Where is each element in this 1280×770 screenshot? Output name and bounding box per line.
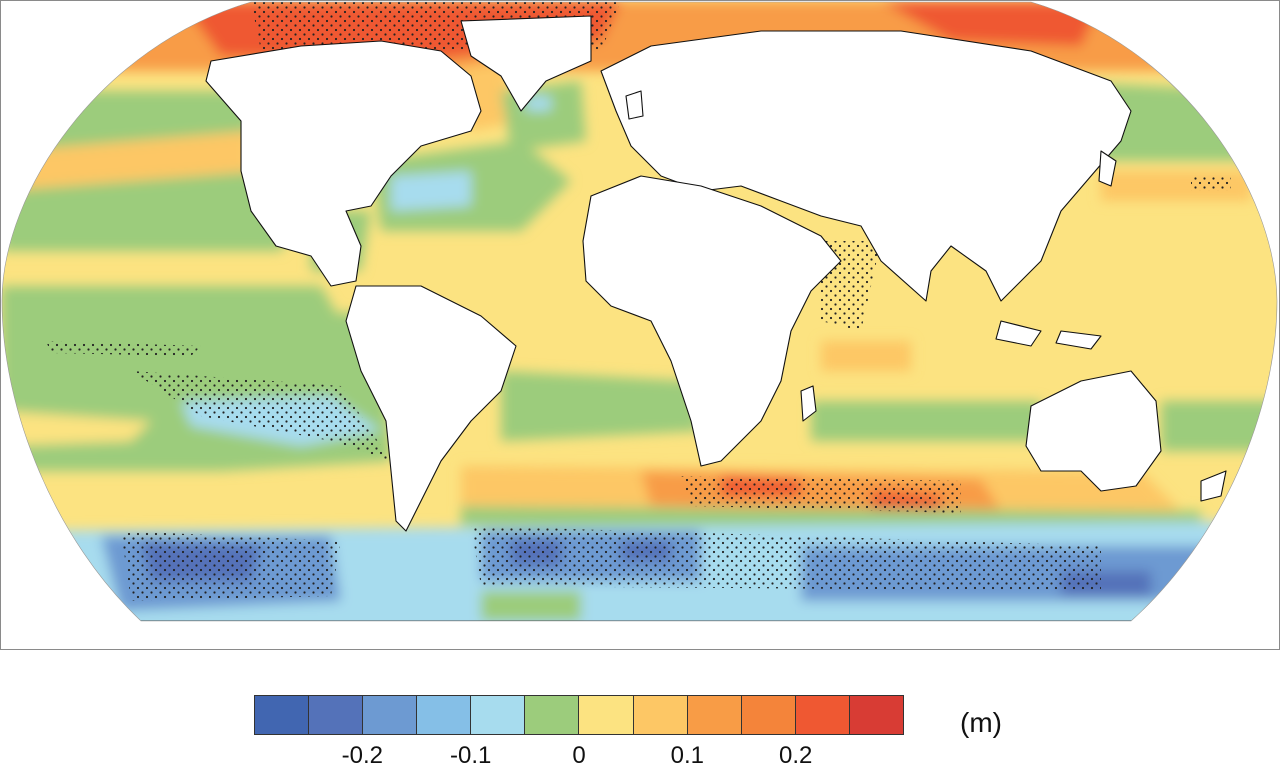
colorbar-tick-label: 0.1	[670, 742, 705, 769]
south-america	[345, 285, 517, 532]
africa	[582, 175, 842, 467]
colorbar-swatch-5	[525, 696, 580, 734]
subpolar-blue	[526, 96, 551, 111]
gulf-stream-blue	[391, 171, 471, 211]
colorbar-swatch-11	[849, 696, 903, 734]
greenland	[460, 15, 592, 112]
stipple-pacific	[46, 341, 201, 356]
antarctica	[2, 620, 1277, 621]
australia	[1025, 370, 1162, 492]
unit-label: (m)	[960, 707, 1002, 738]
stipple-amundsen	[121, 531, 341, 601]
colorbar-swatch-4	[471, 696, 526, 734]
colorbar-swatch-3	[417, 696, 472, 734]
indian-orange	[821, 341, 911, 371]
continents	[2, 15, 1277, 621]
colorbar-tick-label: 0	[572, 742, 586, 769]
antarctic-shelf-green	[481, 591, 581, 621]
map-frame	[0, 0, 1280, 650]
stipple-southern-band	[681, 476, 961, 513]
tasman-green	[1161, 401, 1277, 451]
colorbar-tick-label: -0.1	[449, 742, 492, 769]
madagascar	[800, 385, 817, 422]
colorbar-tick-label: -0.2	[341, 742, 384, 769]
south-indian-green	[811, 401, 1041, 441]
colorbar-swatch-8	[687, 696, 742, 734]
stippling	[46, 2, 1231, 601]
japan	[1098, 150, 1117, 187]
colorbar-swatch-1	[309, 696, 364, 734]
colorbar-tick-label: 0.2	[778, 742, 813, 769]
british-isles	[625, 90, 644, 120]
colorbar-swatch-10	[795, 696, 850, 734]
subtropical-pacific-green	[2, 171, 301, 251]
colorbar-swatch-9	[741, 696, 796, 734]
indonesia	[995, 320, 1042, 347]
arctic-peak-east	[881, 2, 1101, 46]
colorbar-swatch-7	[633, 696, 688, 734]
new-guinea	[1055, 330, 1102, 350]
stipple-south-pacific	[131, 371, 391, 461]
stipple-antarctic	[471, 526, 1101, 591]
colorbar-swatch-0	[255, 696, 310, 734]
ocean-field	[2, 2, 1277, 621]
colorbar-swatch-6	[579, 696, 634, 734]
sea-level-map	[1, 1, 1278, 622]
new-zealand	[1200, 470, 1227, 502]
south-pacific-yellow	[2, 411, 151, 446]
north-america	[205, 40, 482, 287]
stipple-kuroshio	[1191, 176, 1231, 191]
colorbar-swatch-2	[363, 696, 418, 734]
south-atlantic-green	[501, 371, 701, 441]
globe-outline	[1, 1, 1278, 622]
colorbar	[254, 695, 904, 735]
